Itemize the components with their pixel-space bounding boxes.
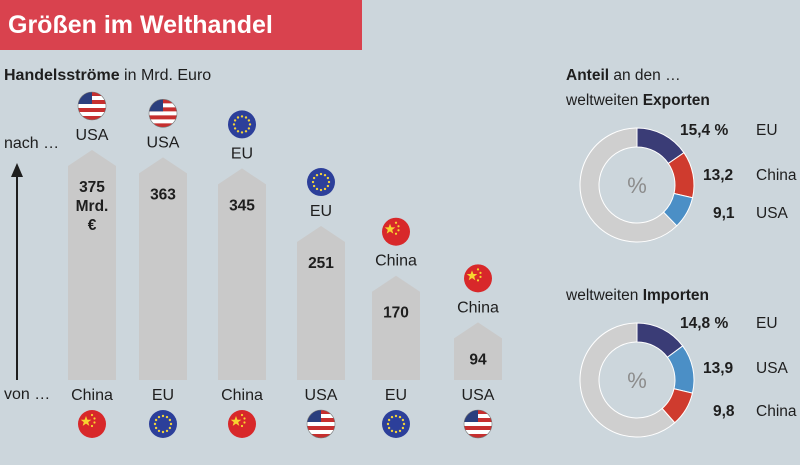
- donut-2-center-label: %: [627, 368, 647, 393]
- flow-to-label-0: USA: [76, 127, 109, 144]
- flow-bar-shape-0: [68, 150, 116, 380]
- exports-value-1: 13,2: [703, 167, 734, 184]
- flow-from-flag-0: [78, 410, 106, 438]
- flow-to-label-2: EU: [231, 145, 253, 162]
- page-title: Größen im Welthandel: [8, 11, 273, 39]
- exports-title-bold: Anteil: [566, 67, 610, 84]
- exports-title-prefix: weltweiten: [566, 92, 643, 109]
- flow-from-label-0: China: [71, 387, 113, 404]
- flow-to-flag-3: [307, 168, 335, 197]
- flow-to-label-1: USA: [147, 134, 180, 151]
- flow-bar-1: 363 USA EU: [139, 99, 187, 438]
- imports-value-2: 9,8: [713, 403, 735, 420]
- imports-value-1: 13,9: [703, 360, 734, 377]
- imports-label-2: China: [756, 403, 797, 420]
- flow-bar-shape-3: [297, 226, 345, 380]
- imports-title-word: Importen: [642, 287, 709, 304]
- exports-label-2: USA: [756, 205, 788, 222]
- flow-from-label-4: EU: [385, 387, 407, 404]
- exports-title-line2: weltweiten Exporten: [566, 92, 710, 110]
- flow-from-flag-1: [149, 410, 177, 438]
- flow-to-flag-5: [464, 264, 492, 293]
- flow-bar-shape-5: [454, 322, 502, 380]
- flows-subtitle-rest: in Mrd. Euro: [119, 67, 212, 84]
- from-label: von …: [4, 386, 51, 403]
- flow-to-flag-0: [78, 92, 106, 120]
- imports-label-0: EU: [756, 315, 778, 332]
- flow-value-label-3: 251: [308, 255, 334, 272]
- flow-from-label-1: EU: [152, 387, 174, 404]
- flows-subtitle: Handelsströme in Mrd. Euro: [4, 67, 211, 85]
- exports-title-line1: Anteil an den …: [566, 67, 681, 85]
- flow-from-label-5: USA: [462, 387, 495, 404]
- flow-from-flag-5: [464, 410, 492, 438]
- flow-to-flag-1: [149, 99, 177, 127]
- flow-bar-4: 170 China EU: [372, 217, 420, 438]
- share-donut-2: %: [579, 322, 695, 438]
- flows-subtitle-bold: Handelsströme: [4, 67, 120, 84]
- imports-title: weltweiten Importen: [566, 287, 709, 305]
- exports-value-0: 15,4 %: [680, 122, 729, 139]
- donut-2-slice-rest: [579, 322, 676, 438]
- flow-arrow-head: [11, 163, 23, 177]
- flow-bar-2: 345 EU China: [218, 110, 266, 438]
- flow-to-flag-4: [382, 217, 410, 246]
- flow-from-label-2: China: [221, 387, 263, 404]
- imports-value-0: 14,8 %: [680, 315, 729, 332]
- title-banner: Größen im Welthandel: [0, 0, 362, 50]
- flow-value-label-5: 94: [469, 351, 487, 368]
- flow-to-label-5: China: [457, 299, 499, 316]
- flow-from-flag-4: [382, 410, 410, 438]
- flow-bar-3: 251 EU USA: [297, 168, 345, 438]
- flow-value-label-0: 375 Mrd. €: [76, 179, 109, 234]
- flow-value-label-1: 363: [150, 186, 176, 203]
- flow-to-label-3: EU: [310, 203, 332, 220]
- flow-from-label-3: USA: [305, 387, 338, 404]
- flow-bar-5: 94 China USA: [454, 264, 502, 438]
- flow-value-label-4: 170: [383, 305, 409, 322]
- exports-value-2: 9,1: [713, 205, 735, 222]
- exports-label-1: China: [756, 167, 797, 184]
- flow-bar-0: 375 Mrd. € USA China: [68, 92, 116, 438]
- donut-1-center-label: %: [627, 173, 647, 198]
- flow-value-label-2: 345: [229, 197, 255, 214]
- flow-from-flag-2: [228, 410, 256, 438]
- exports-title-rest: an den …: [609, 67, 681, 84]
- exports-label-0: EU: [756, 122, 778, 139]
- flow-from-flag-3: [307, 410, 335, 438]
- flow-bar-shape-2: [218, 168, 266, 380]
- flow-to-flag-2: [228, 110, 256, 139]
- flow-to-label-4: China: [375, 253, 417, 270]
- imports-label-1: USA: [756, 360, 788, 377]
- flow-bar-shape-4: [372, 275, 420, 380]
- exports-title-word: Exporten: [642, 92, 710, 109]
- share-donut-1: %: [579, 127, 695, 243]
- imports-title-prefix: weltweiten: [566, 287, 643, 304]
- to-label: nach …: [4, 135, 60, 152]
- donut-1-slice-rest: [579, 127, 678, 243]
- flow-bar-shape-1: [139, 157, 187, 380]
